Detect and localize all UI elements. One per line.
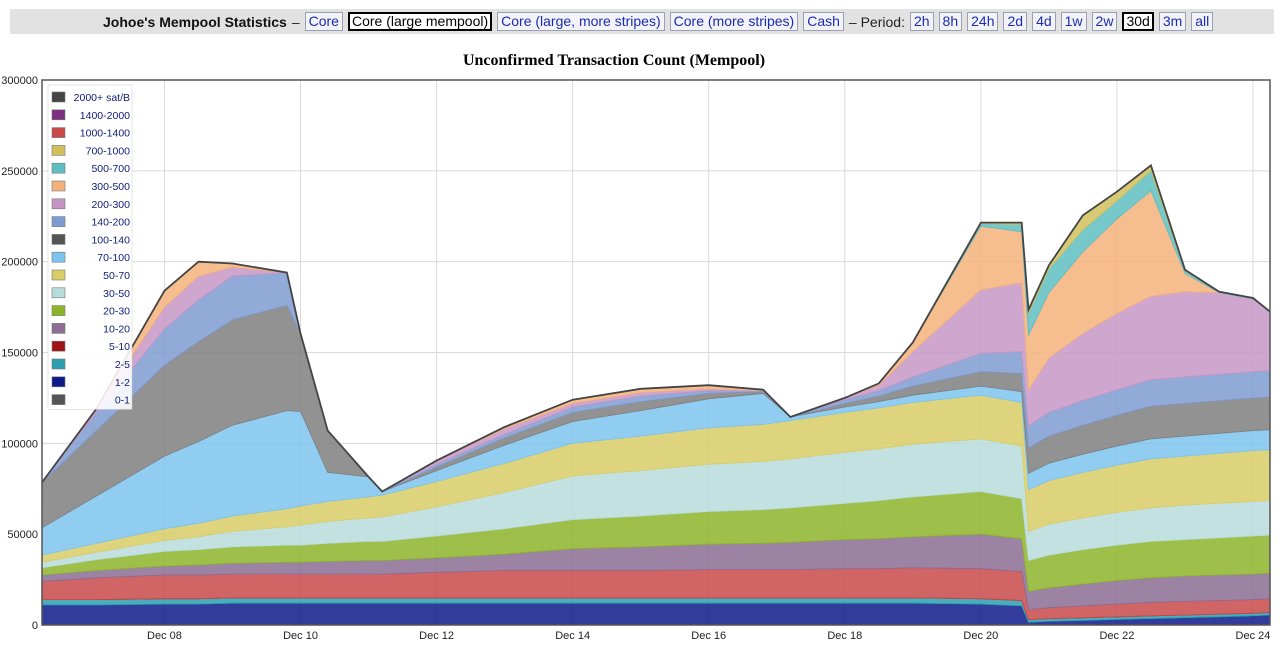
view-buttons: Core Core (large mempool) Core (large, mor… xyxy=(304,12,849,31)
view-button-core-large-more-stripes[interactable]: Core (large, more stripes) xyxy=(497,12,665,31)
chart-title: Unconfirmed Transaction Count (Mempool) xyxy=(462,52,766,69)
legend-swatch-700-1000 xyxy=(51,145,66,156)
period-button-2w[interactable]: 2w xyxy=(1091,12,1118,31)
navigation-row: Johoe's Mempool Statistics – Core Core (l… xyxy=(103,12,1218,31)
legend-label-700-1000: 700-1000 xyxy=(86,145,131,157)
legend-swatch-140-200 xyxy=(51,216,66,227)
site-title: Johoe's Mempool Statistics xyxy=(103,13,287,30)
y-tick-label: 150000 xyxy=(1,348,38,360)
period-button-3m[interactable]: 3m xyxy=(1158,12,1187,31)
y-tick-label: 50000 xyxy=(7,529,38,541)
legend-swatch-20-30 xyxy=(51,305,66,316)
legend-swatch-10-20 xyxy=(51,323,66,334)
legend-swatch-300-500 xyxy=(51,180,66,192)
x-tick-label: Dec 22 xyxy=(1099,630,1134,642)
legend-swatch-1-2 xyxy=(51,376,66,388)
legend-label-5-10: 5-10 xyxy=(109,341,130,353)
plot-frame xyxy=(41,79,1271,626)
view-button-core-more-stripes[interactable]: Core (more stripes) xyxy=(669,12,799,31)
x-tick-label: Dec 14 xyxy=(555,630,590,642)
period-button-2d[interactable]: 2d xyxy=(1003,12,1028,31)
legend-label-10-20: 10-20 xyxy=(103,323,130,335)
legend-swatch-1400-2000 xyxy=(51,109,66,121)
legend-swatch-100-140 xyxy=(51,234,66,245)
x-tick-label: Dec 20 xyxy=(963,630,998,642)
legend-swatch-1000-1400 xyxy=(51,127,66,138)
y-tick-label: 300000 xyxy=(1,75,38,87)
y-axis-ticks: 0 50000 100000 150000 200000 250000 300000 xyxy=(1,75,38,632)
period-button-30d[interactable]: 30d xyxy=(1122,12,1154,31)
x-tick-label: Dec 10 xyxy=(283,630,318,642)
legend-label-100-140: 100-140 xyxy=(91,234,130,246)
legend-label-300-500: 300-500 xyxy=(91,181,130,193)
period-button-4d[interactable]: 4d xyxy=(1032,12,1056,31)
legend: 2000+ sat/B 1400-2000 1000-1400 700-1000 500… xyxy=(47,84,133,410)
title-separator: – xyxy=(291,13,300,30)
legend-label-30-50: 30-50 xyxy=(103,288,130,300)
period-button-all[interactable]: all xyxy=(1191,12,1214,31)
legend-label-200-300: 200-300 xyxy=(91,199,130,211)
legend-swatch-0-1 xyxy=(51,394,66,405)
x-tick-label: Dec 12 xyxy=(419,630,454,642)
view-button-cash[interactable]: Cash xyxy=(803,12,844,31)
legend-label-2000-sat-b: 2000+ sat/B xyxy=(74,92,130,104)
view-button-core[interactable]: Core xyxy=(304,12,343,31)
y-tick-label: 100000 xyxy=(1,438,38,450)
x-tick-label: Dec 08 xyxy=(147,630,182,642)
legend-swatch-30-50 xyxy=(51,287,66,299)
legend-swatch-2-5 xyxy=(51,358,66,370)
x-tick-label: Dec 16 xyxy=(691,630,726,642)
legend-swatch-2000-sat-b xyxy=(51,91,66,103)
x-tick-label: Dec 24 xyxy=(1236,630,1271,642)
legend-label-2-5: 2-5 xyxy=(115,359,130,371)
period-button-1w[interactable]: 1w xyxy=(1060,12,1087,31)
legend-swatch-500-700 xyxy=(51,162,66,174)
legend-label-1000-1400: 1000-1400 xyxy=(80,128,130,140)
navigation-bar: Johoe's Mempool Statistics – Core Core (l… xyxy=(10,9,1274,34)
y-tick-label: 200000 xyxy=(1,257,38,269)
period-buttons: 2h 8h 24h 2d 4d 1w 2w 30d 3m all xyxy=(909,12,1218,31)
legend-box xyxy=(47,84,133,410)
x-axis-ticks: Dec 08 Dec 10 Dec 12 Dec 14 Dec 16 Dec 18 Dec … xyxy=(147,630,1270,642)
legend-label-70-100: 70-100 xyxy=(97,252,130,264)
y-tick-label: 250000 xyxy=(1,166,38,178)
legend-label-1-2: 1-2 xyxy=(115,377,130,389)
period-button-8h[interactable]: 8h xyxy=(938,12,963,31)
period-button-2h[interactable]: 2h xyxy=(909,12,934,31)
legend-label-50-70: 50-70 xyxy=(103,270,130,282)
period-button-24h[interactable]: 24h xyxy=(967,12,999,31)
y-tick-label: 0 xyxy=(32,620,38,632)
series-areas xyxy=(41,163,1271,626)
period-label: – Period: xyxy=(848,13,905,30)
legend-label-20-30: 20-30 xyxy=(103,306,130,318)
legend-swatch-50-70 xyxy=(51,269,66,281)
x-tick-label: Dec 18 xyxy=(827,630,862,642)
legend-swatch-70-100 xyxy=(51,251,66,263)
legend-label-1400-2000: 1400-2000 xyxy=(80,110,130,122)
total-outline xyxy=(41,163,1271,493)
view-button-core-large-mempool[interactable]: Core (large mempool) xyxy=(347,12,493,31)
legend-swatch-5-10 xyxy=(51,340,66,352)
legend-label-500-700: 500-700 xyxy=(91,163,130,175)
legend-label-140-200: 140-200 xyxy=(91,217,130,229)
legend-swatch-200-300 xyxy=(51,198,66,210)
legend-label-0-1: 0-1 xyxy=(115,395,130,407)
